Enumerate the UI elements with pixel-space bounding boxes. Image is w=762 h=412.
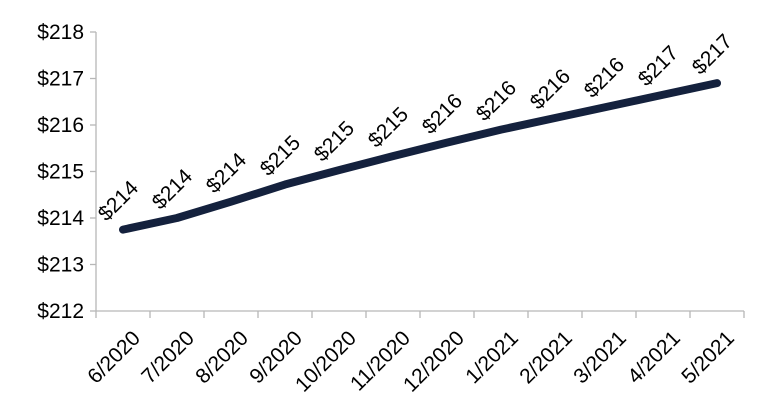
data-label: $216	[526, 65, 575, 114]
x-tick-label: 1/2021	[461, 327, 523, 389]
data-label: $216	[472, 76, 521, 125]
x-tick-label: 10/2020	[291, 327, 361, 397]
y-tick-label: $212	[37, 300, 84, 323]
y-tick-label: $218	[37, 21, 84, 44]
x-tick-label: 12/2020	[399, 327, 469, 397]
data-label: $214	[202, 148, 252, 198]
x-axis: 6/20207/20208/20209/202010/202011/202012…	[83, 310, 745, 397]
x-tick-label: 2/2021	[515, 327, 577, 389]
x-tick-label: 6/2020	[83, 327, 145, 389]
x-tick-label: 8/2020	[191, 327, 253, 389]
data-label: $215	[364, 103, 413, 152]
x-tick-label: 5/2021	[677, 327, 739, 389]
data-label: $215	[310, 117, 359, 166]
x-tick-label: 7/2020	[137, 327, 199, 389]
series-line	[119, 79, 721, 234]
data-labels: $214 $214 $214 $215 $215 $215 $216 $216 $216 $216…	[94, 30, 737, 226]
y-axis: $212 $213 $214 $215 $216 $217 $218	[37, 21, 97, 323]
y-tick-label: $215	[37, 161, 84, 184]
data-label: $216	[580, 53, 629, 102]
data-label: $217	[634, 42, 683, 91]
y-tick-label: $214	[37, 207, 84, 230]
data-label: $214	[148, 165, 198, 215]
data-label: $217	[688, 30, 737, 79]
x-tick-label: 4/2021	[623, 327, 685, 389]
x-tick-label: 3/2021	[569, 327, 631, 389]
y-tick-label: $213	[37, 254, 84, 277]
data-label: $216	[418, 89, 467, 138]
data-label: $214	[94, 176, 144, 226]
y-tick-label: $216	[37, 114, 84, 137]
y-tick-label: $217	[37, 68, 84, 91]
series-group	[119, 79, 721, 234]
data-label: $215	[256, 131, 305, 180]
